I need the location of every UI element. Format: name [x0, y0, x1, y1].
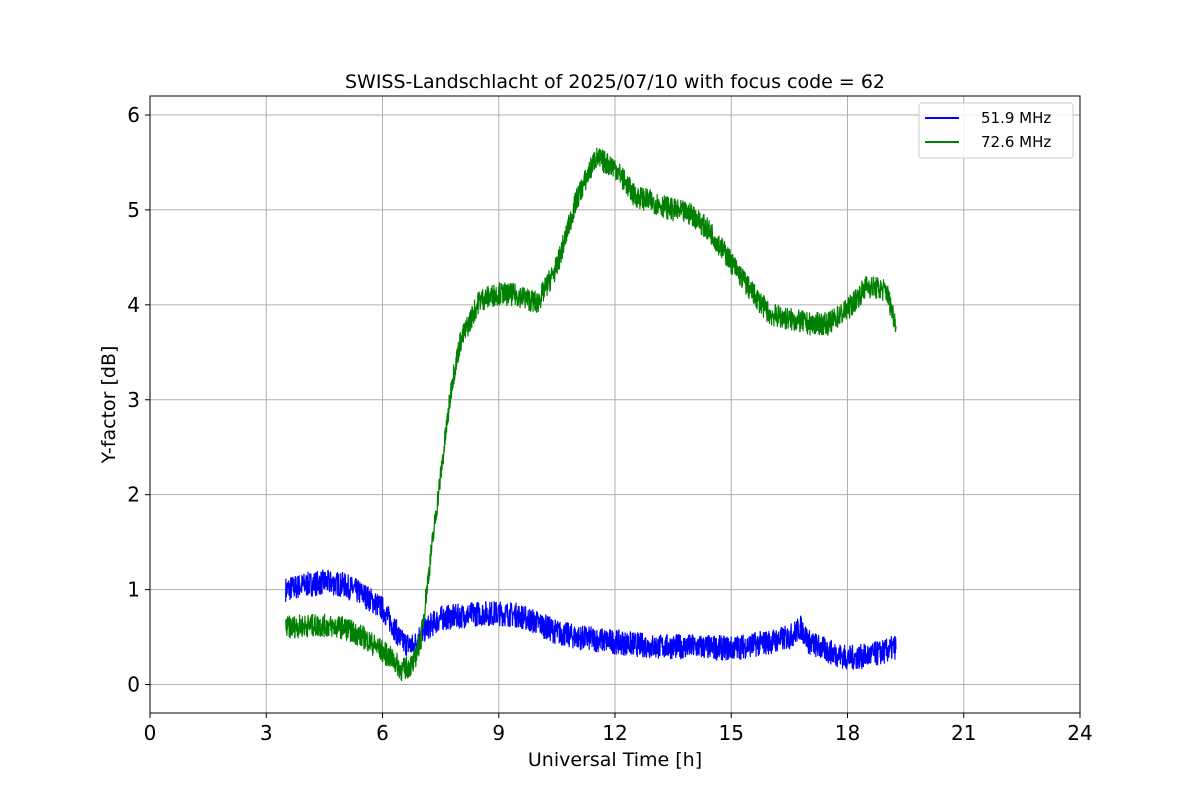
x-tick-label-3: 9	[492, 721, 505, 745]
x-tick-label-7: 21	[951, 721, 976, 745]
legend: 51.9 MHz 72.6 MHz	[918, 102, 1074, 159]
legend-box	[918, 102, 1074, 159]
y-axis-label: Y-factor [dB]	[98, 346, 120, 465]
x-tick-label-6: 18	[835, 721, 860, 745]
x-tick-label-0: 0	[144, 721, 157, 745]
plot-area	[285, 147, 897, 682]
y-tick-label-5: 5	[127, 198, 140, 222]
x-tick-label-2: 6	[376, 721, 389, 745]
y-tick-label-4: 4	[127, 293, 140, 317]
y-tick-label-3: 3	[127, 388, 140, 412]
legend-label-0: 51.9 MHz	[981, 109, 1051, 127]
y-tick-label-2: 2	[127, 483, 140, 507]
legend-label-1: 72.6 MHz	[981, 133, 1051, 151]
y-tick-label-1: 1	[127, 578, 140, 602]
y-tick-label-0: 0	[127, 673, 140, 697]
x-tick-label-1: 3	[260, 721, 273, 745]
series-line-0	[285, 569, 897, 670]
x-tick-label-4: 12	[602, 721, 627, 745]
x-tick-label-8: 24	[1067, 721, 1092, 745]
x-tick-label-5: 15	[719, 721, 744, 745]
chart-title: SWISS-Landschlacht of 2025/07/10 with fo…	[345, 71, 885, 93]
series-line-1	[285, 147, 897, 682]
y-tick-label-6: 6	[127, 103, 140, 127]
x-axis-label: Universal Time [h]	[528, 749, 702, 771]
